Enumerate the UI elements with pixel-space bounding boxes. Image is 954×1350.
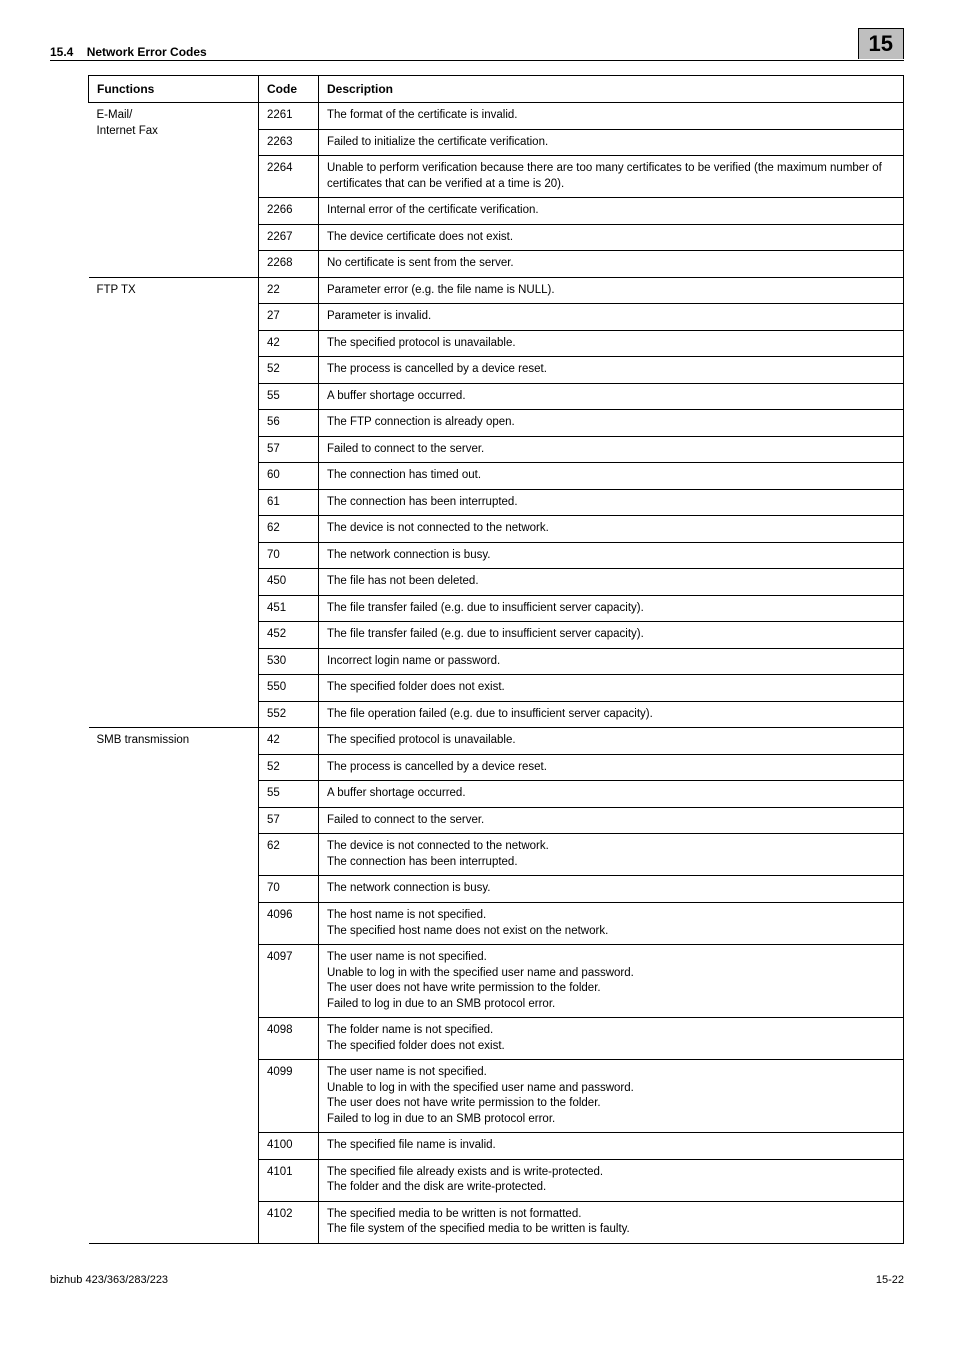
code-cell: 60 (259, 463, 319, 490)
code-cell: 70 (259, 876, 319, 903)
code-cell: 27 (259, 304, 319, 331)
section-name: Network Error Codes (87, 45, 207, 59)
code-cell: 57 (259, 436, 319, 463)
code-cell: 452 (259, 622, 319, 649)
code-cell: 2268 (259, 251, 319, 278)
code-cell: 56 (259, 410, 319, 437)
description-cell: The file transfer failed (e.g. due to in… (319, 595, 904, 622)
description-cell: The device certificate does not exist. (319, 224, 904, 251)
col-description: Description (319, 76, 904, 103)
code-cell: 450 (259, 569, 319, 596)
description-cell: The connection has been interrupted. (319, 489, 904, 516)
description-cell: The user name is not specified. Unable t… (319, 945, 904, 1018)
description-cell: The network connection is busy. (319, 542, 904, 569)
description-cell: A buffer shortage occurred. (319, 383, 904, 410)
description-cell: Parameter is invalid. (319, 304, 904, 331)
code-cell: 62 (259, 516, 319, 543)
description-cell: Parameter error (e.g. the file name is N… (319, 277, 904, 304)
description-cell: The file has not been deleted. (319, 569, 904, 596)
col-code: Code (259, 76, 319, 103)
code-cell: 42 (259, 330, 319, 357)
code-cell: 530 (259, 648, 319, 675)
function-cell: SMB transmission (89, 728, 259, 1243)
description-cell: Internal error of the certificate verifi… (319, 198, 904, 225)
code-cell: 2266 (259, 198, 319, 225)
page-footer: bizhub 423/363/283/223 15-22 (50, 1274, 904, 1286)
description-cell: The connection has timed out. (319, 463, 904, 490)
col-functions: Functions (89, 76, 259, 103)
description-cell: The process is cancelled by a device res… (319, 754, 904, 781)
code-cell: 4102 (259, 1201, 319, 1243)
description-cell: Unable to perform verification because t… (319, 156, 904, 198)
description-cell: The format of the certificate is invalid… (319, 103, 904, 130)
page: 15.4 Network Error Codes 15 Functions Co… (0, 0, 954, 1306)
code-cell: 52 (259, 357, 319, 384)
code-cell: 42 (259, 728, 319, 755)
section-number: 15.4 (50, 45, 73, 59)
code-cell: 70 (259, 542, 319, 569)
description-cell: The specified folder does not exist. (319, 675, 904, 702)
table-row: FTP TX22Parameter error (e.g. the file n… (89, 277, 904, 304)
code-cell: 4098 (259, 1018, 319, 1060)
description-cell: The device is not connected to the netwo… (319, 516, 904, 543)
description-cell: Failed to connect to the server. (319, 436, 904, 463)
description-cell: The device is not connected to the netwo… (319, 834, 904, 876)
code-cell: 451 (259, 595, 319, 622)
code-cell: 22 (259, 277, 319, 304)
code-cell: 61 (259, 489, 319, 516)
code-cell: 4101 (259, 1159, 319, 1201)
function-cell: FTP TX (89, 277, 259, 728)
code-cell: 57 (259, 807, 319, 834)
description-cell: Failed to connect to the server. (319, 807, 904, 834)
code-cell: 55 (259, 781, 319, 808)
description-cell: The FTP connection is already open. (319, 410, 904, 437)
description-cell: The specified protocol is unavailable. (319, 330, 904, 357)
footer-left: bizhub 423/363/283/223 (50, 1274, 168, 1286)
code-cell: 2263 (259, 129, 319, 156)
description-cell: A buffer shortage occurred. (319, 781, 904, 808)
description-cell: The specified media to be written is not… (319, 1201, 904, 1243)
description-cell: The file operation failed (e.g. due to i… (319, 701, 904, 728)
footer-right: 15-22 (876, 1274, 904, 1286)
description-cell: The file transfer failed (e.g. due to in… (319, 622, 904, 649)
code-cell: 4100 (259, 1133, 319, 1160)
description-cell: No certificate is sent from the server. (319, 251, 904, 278)
description-cell: The network connection is busy. (319, 876, 904, 903)
description-cell: The specified protocol is unavailable. (319, 728, 904, 755)
table-header-row: Functions Code Description (89, 76, 904, 103)
description-cell: The host name is not specified. The spec… (319, 902, 904, 944)
error-codes-table: Functions Code Description E-Mail/ Inter… (88, 75, 904, 1244)
code-cell: 52 (259, 754, 319, 781)
code-cell: 550 (259, 675, 319, 702)
table-row: SMB transmission42The specified protocol… (89, 728, 904, 755)
description-cell: The user name is not specified. Unable t… (319, 1060, 904, 1133)
code-cell: 4096 (259, 902, 319, 944)
code-cell: 62 (259, 834, 319, 876)
code-cell: 552 (259, 701, 319, 728)
chapter-badge: 15 (858, 28, 904, 59)
function-cell: E-Mail/ Internet Fax (89, 103, 259, 278)
table-row: E-Mail/ Internet Fax2261The format of th… (89, 103, 904, 130)
code-cell: 2267 (259, 224, 319, 251)
page-header: 15.4 Network Error Codes 15 (50, 28, 904, 61)
description-cell: The specified file already exists and is… (319, 1159, 904, 1201)
code-cell: 4097 (259, 945, 319, 1018)
section-title: 15.4 Network Error Codes (50, 45, 207, 59)
description-cell: Failed to initialize the certificate ver… (319, 129, 904, 156)
code-cell: 55 (259, 383, 319, 410)
description-cell: Incorrect login name or password. (319, 648, 904, 675)
description-cell: The process is cancelled by a device res… (319, 357, 904, 384)
code-cell: 2264 (259, 156, 319, 198)
code-cell: 2261 (259, 103, 319, 130)
description-cell: The folder name is not specified. The sp… (319, 1018, 904, 1060)
description-cell: The specified file name is invalid. (319, 1133, 904, 1160)
code-cell: 4099 (259, 1060, 319, 1133)
